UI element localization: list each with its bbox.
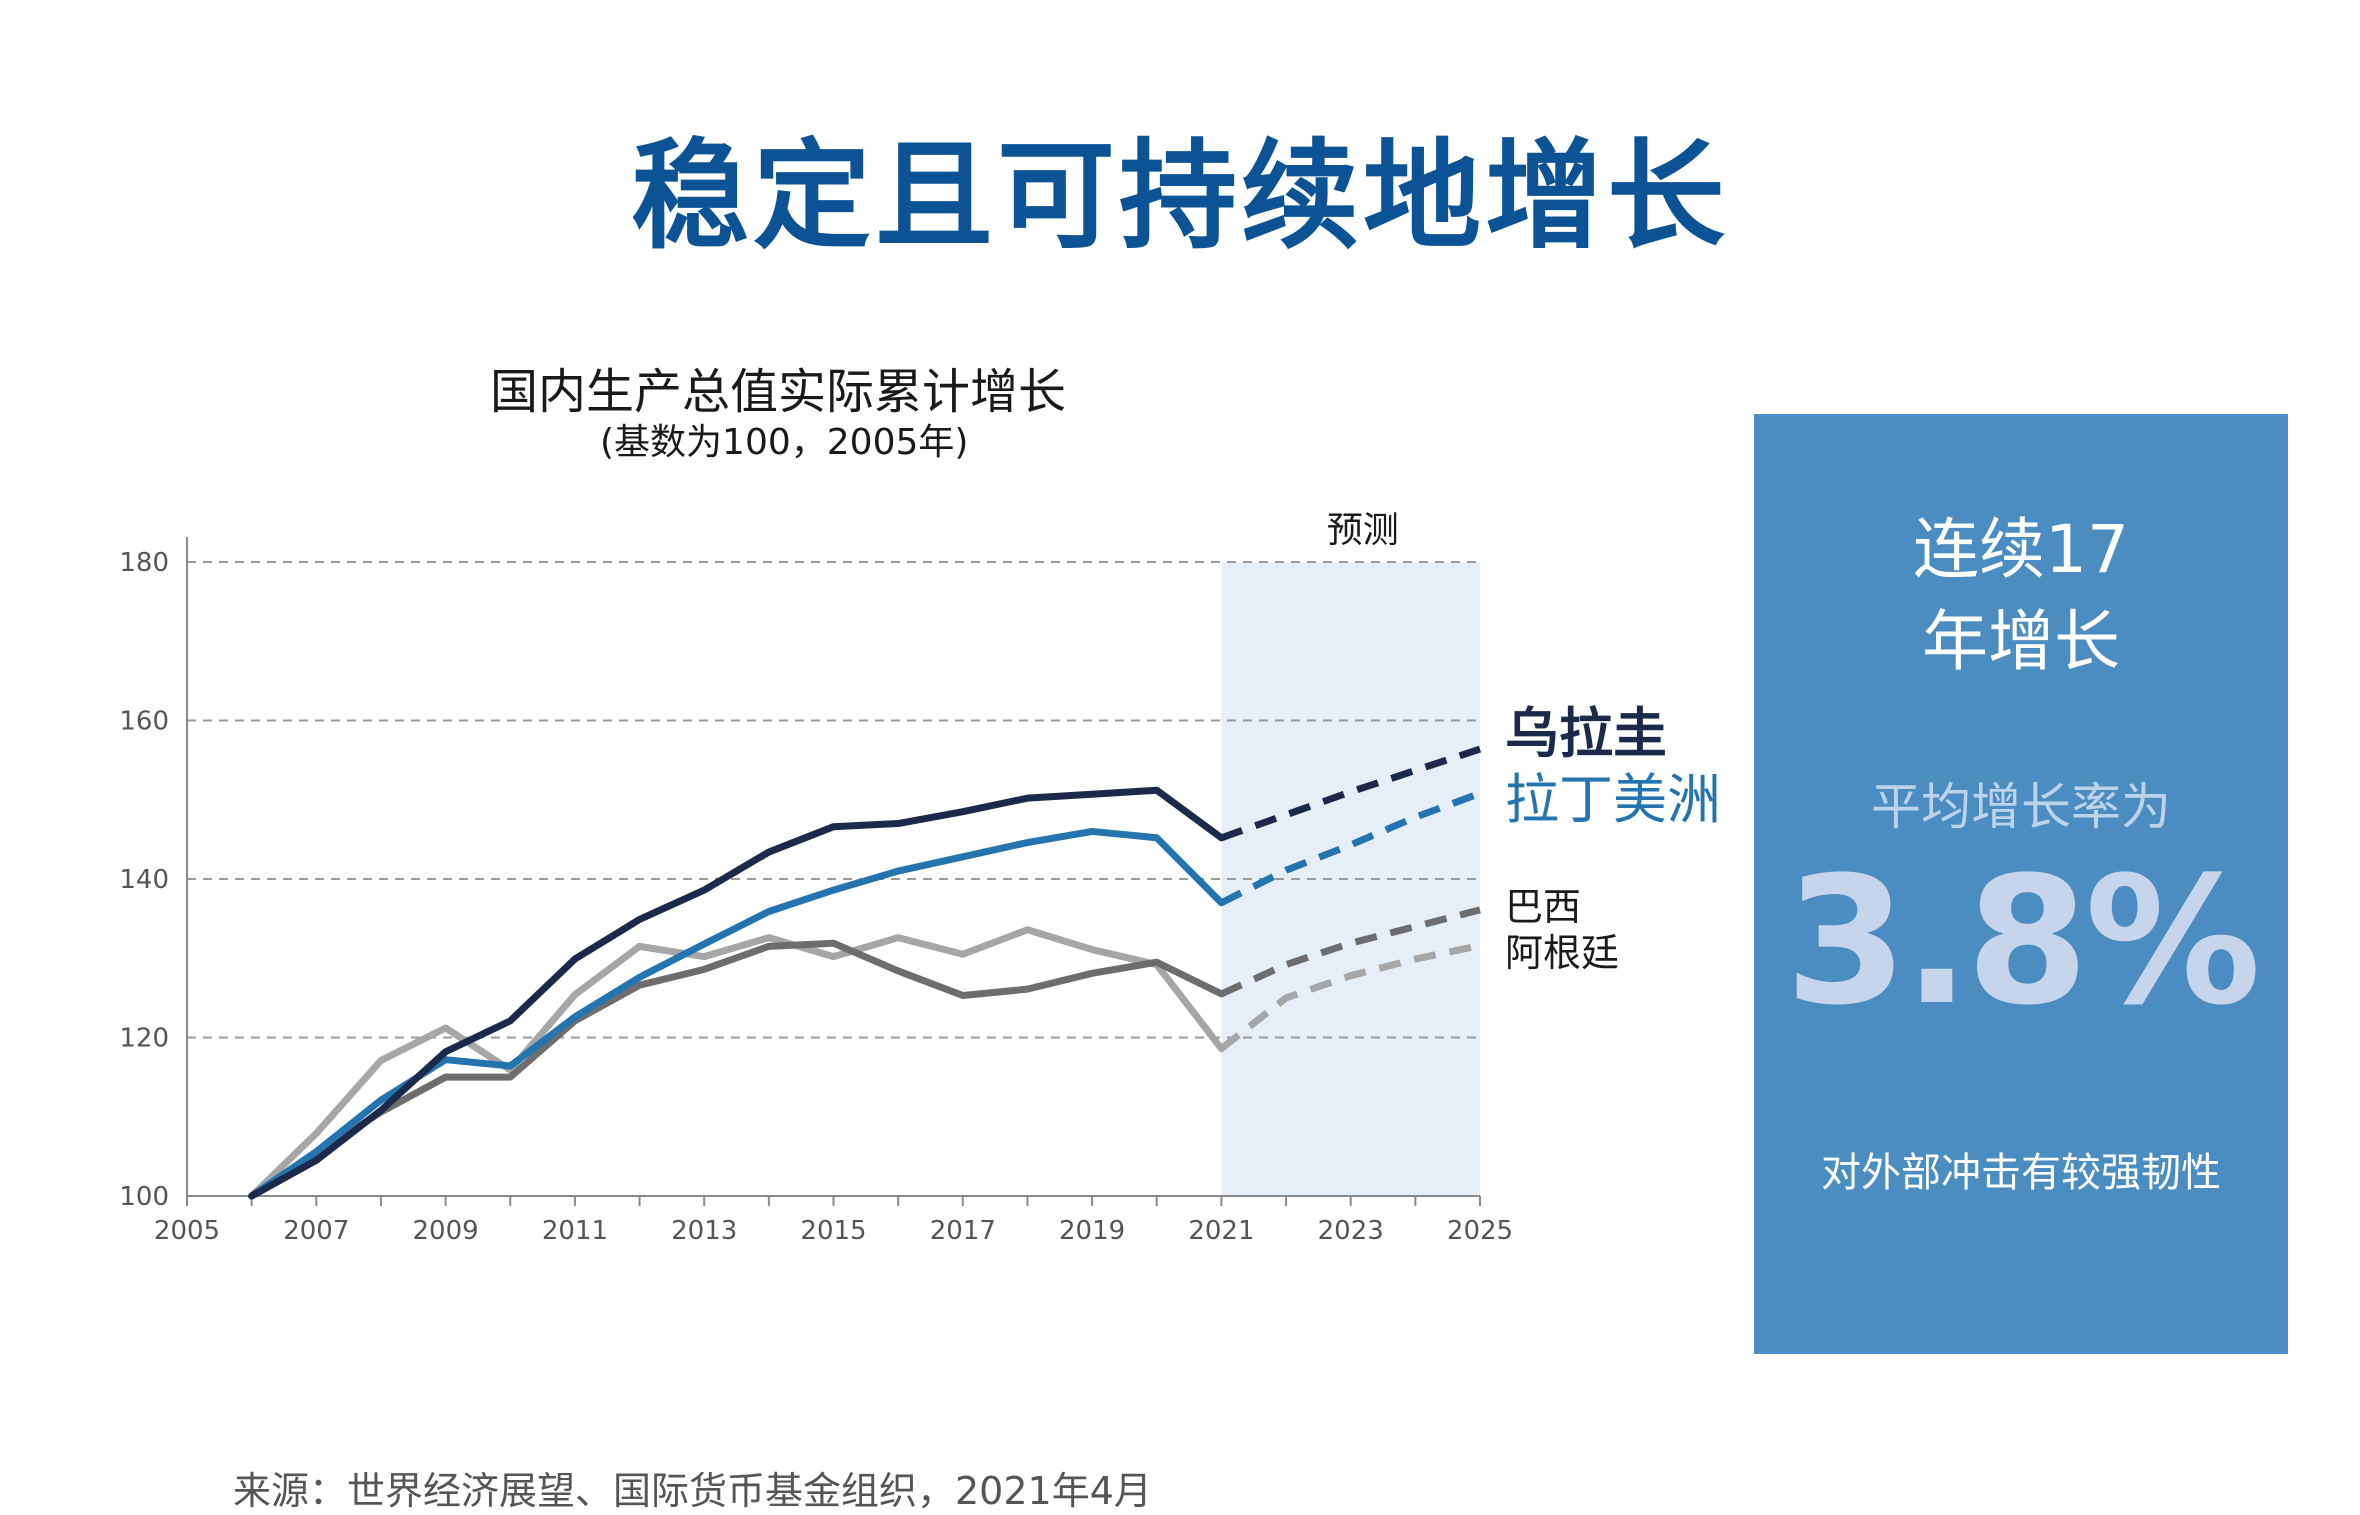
y-tick-label: 140	[119, 865, 169, 895]
chart-title: 国内生产总值实际累计增长	[490, 364, 1067, 420]
x-tick-label: 2021	[1188, 1216, 1254, 1246]
x-tick-label: 2015	[800, 1216, 866, 1246]
y-tick-label: 180	[119, 548, 169, 578]
forecast-label: 预测	[1327, 510, 1399, 551]
series-forecast-3	[1219, 906, 1481, 998]
series-label-1: 乌拉圭	[1505, 702, 1667, 765]
x-tick-label: 2019	[1059, 1216, 1125, 1246]
x-tick-label: 2011	[542, 1216, 608, 1246]
y-tick-label: 120	[119, 1024, 169, 1054]
series-line-3	[248, 939, 1225, 1200]
series-line-4	[248, 926, 1225, 1200]
source-note: 来源：世界经济展望、国际货币基金组织，2021年4月	[233, 1469, 1152, 1513]
x-tick-label: 2025	[1447, 1216, 1513, 1246]
series-label-2: 拉丁美洲	[1505, 768, 1721, 831]
series-forecast-2	[1219, 790, 1482, 906]
panel-headline-line2: 年增长	[1922, 603, 2120, 680]
series-line-1	[248, 786, 1225, 1200]
gdp-line-chart: 预测 100 120 140 160 180 2005 2007 2009 2011 2013 201…	[119, 510, 1721, 1246]
series-line-2	[248, 827, 1225, 1200]
x-tick-label: 2007	[283, 1216, 349, 1246]
x-tick-label: 2023	[1318, 1216, 1384, 1246]
chart-subtitle: (基数为100，2005年)	[600, 422, 969, 463]
panel-headline: 连续17 年增长	[1754, 504, 2288, 688]
series-label-3: 巴西	[1505, 885, 1581, 929]
x-tick-label: 2009	[413, 1216, 479, 1246]
panel-big-value: 3.8%	[1784, 839, 2261, 1044]
y-tick-label: 100	[119, 1182, 169, 1212]
panel-subline: 平均增长率为	[1871, 778, 2171, 836]
x-tick-label: 2005	[154, 1216, 220, 1246]
panel-note: 对外部冲击有较强韧性	[1821, 1150, 2221, 1196]
series-forecast-1	[1220, 745, 1482, 842]
x-tick-label: 2013	[671, 1216, 737, 1246]
page-title: 稳定且可持续地增长	[630, 127, 1729, 265]
growth-summary-panel: 连续17 年增长 平均增长率为 3.8% 对外部冲击有较强韧性	[1754, 414, 2288, 1354]
series-forecast-4	[1219, 942, 1481, 1052]
x-tick-label: 2017	[930, 1216, 996, 1246]
panel-headline-line1: 连续17	[1913, 511, 2129, 588]
series-label-4: 阿根廷	[1505, 931, 1619, 975]
y-tick-label: 160	[119, 707, 169, 737]
